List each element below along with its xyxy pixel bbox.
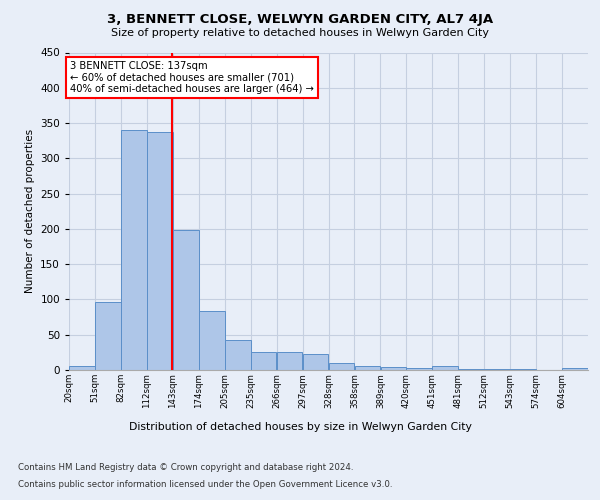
Bar: [302, 354, 328, 370]
Bar: [329, 363, 355, 370]
Text: Contains public sector information licensed under the Open Government Licence v3: Contains public sector information licen…: [18, 480, 392, 489]
Bar: [173, 230, 199, 370]
Bar: [199, 310, 224, 370]
Bar: [510, 368, 536, 370]
Bar: [95, 302, 121, 370]
Text: Size of property relative to detached houses in Welwyn Garden City: Size of property relative to detached ho…: [111, 28, 489, 38]
Bar: [562, 368, 588, 370]
Y-axis label: Number of detached properties: Number of detached properties: [25, 129, 35, 294]
Text: Distribution of detached houses by size in Welwyn Garden City: Distribution of detached houses by size …: [128, 422, 472, 432]
Bar: [251, 352, 277, 370]
Bar: [69, 366, 95, 370]
Bar: [406, 368, 432, 370]
Text: 3 BENNETT CLOSE: 137sqm
← 60% of detached houses are smaller (701)
40% of semi-d: 3 BENNETT CLOSE: 137sqm ← 60% of detache…: [70, 61, 314, 94]
Bar: [225, 340, 251, 370]
Bar: [433, 366, 458, 370]
Bar: [277, 352, 302, 370]
Bar: [380, 367, 406, 370]
Bar: [355, 366, 380, 370]
Text: 3, BENNETT CLOSE, WELWYN GARDEN CITY, AL7 4JA: 3, BENNETT CLOSE, WELWYN GARDEN CITY, AL…: [107, 12, 493, 26]
Text: Contains HM Land Registry data © Crown copyright and database right 2024.: Contains HM Land Registry data © Crown c…: [18, 464, 353, 472]
Bar: [147, 132, 173, 370]
Bar: [121, 130, 147, 370]
